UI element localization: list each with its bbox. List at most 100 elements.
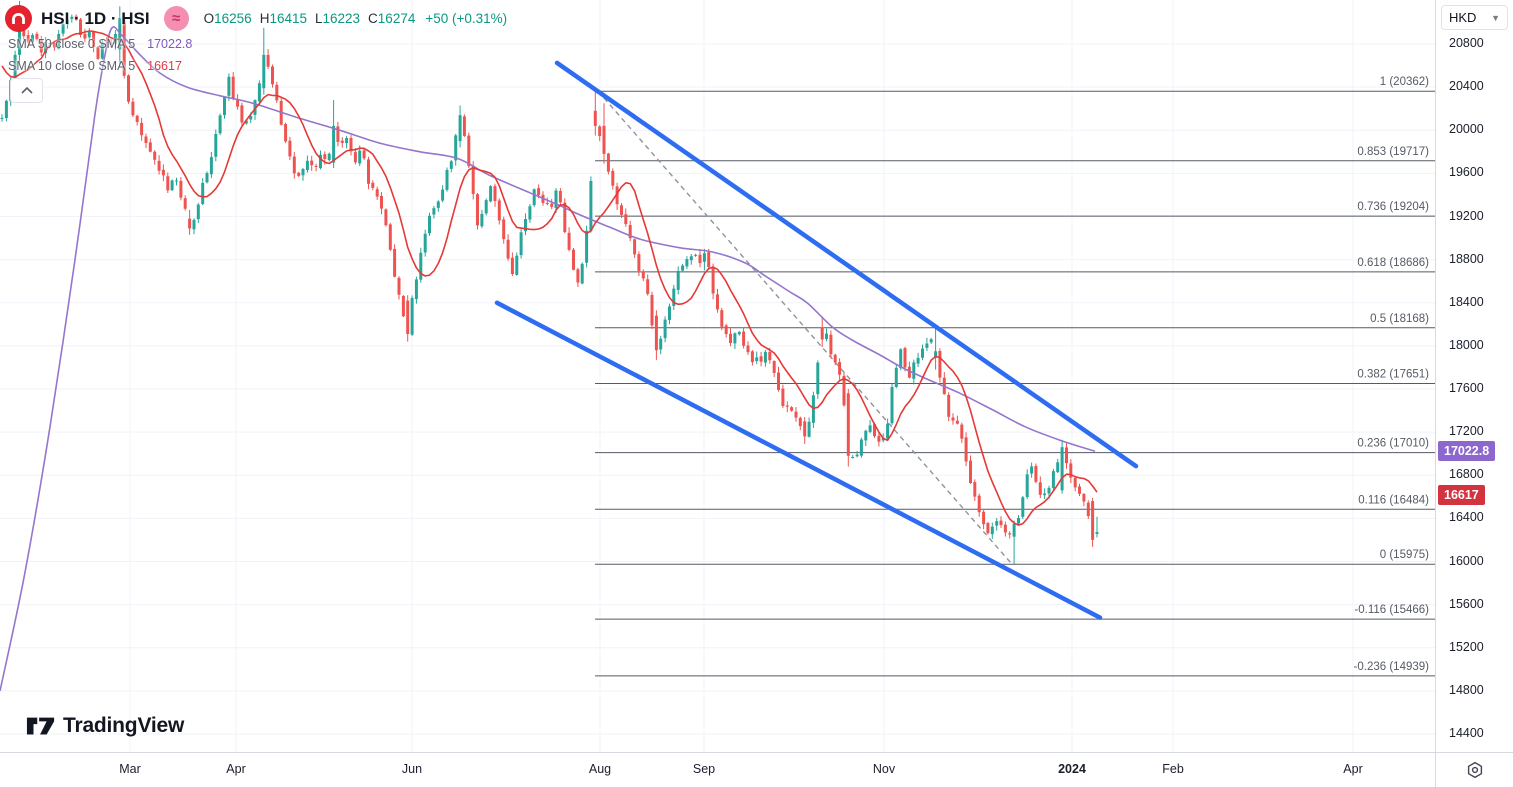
candle-body (859, 439, 863, 456)
fib-level-label: 0.236 (17010) (1357, 438, 1429, 450)
candle-body (1017, 518, 1020, 524)
candle-body (833, 354, 837, 363)
candle-body (297, 172, 301, 176)
candle-body (1038, 482, 1042, 495)
candle-body (977, 495, 981, 513)
open-label: O (203, 11, 215, 26)
channel-lower-line[interactable] (494, 300, 1103, 620)
candle-body (576, 269, 580, 283)
candle-body (890, 387, 894, 424)
currency-dropdown[interactable]: HKD ▼ (1441, 5, 1508, 30)
candle-body (449, 161, 453, 169)
candle-body (410, 297, 414, 335)
candle-body (196, 204, 200, 220)
time-tick-label[interactable]: Mar (119, 762, 141, 776)
candle-body (323, 154, 327, 159)
candle-body (244, 120, 248, 124)
candle-body (842, 375, 846, 406)
candle-body (641, 271, 645, 279)
candle-body (510, 257, 514, 274)
candle-body (886, 423, 890, 439)
candle-body (702, 253, 706, 262)
candle-body (615, 186, 619, 205)
time-tick-label[interactable]: Sep (692, 762, 716, 776)
candle-body (1065, 447, 1068, 464)
time-axis[interactable]: Mar Apr Jun Aug Sep Nov 2024 Feb Apr (0, 753, 1435, 787)
time-axis-divider (0, 752, 1513, 753)
candle-body (332, 125, 336, 163)
candle-body (65, 19, 69, 25)
low-label: L (314, 11, 323, 26)
tradingview-watermark[interactable]: TradingView (26, 713, 184, 739)
indicator-price-badge: 17022.8 (1438, 441, 1496, 462)
candle-body (340, 140, 344, 143)
price-tick-label: 17600 (1449, 381, 1484, 395)
time-tick-label[interactable]: Apr (226, 762, 246, 776)
price-axis[interactable]: 20800 20400 20000 19600 19200 18800 18400 18000… (1436, 0, 1513, 752)
time-tick-label[interactable]: Nov (872, 762, 896, 776)
candle-body (223, 96, 226, 116)
candle-body (48, 43, 52, 44)
candle-body (1034, 466, 1038, 482)
candle-body (716, 294, 719, 310)
channel-upper-line[interactable] (554, 60, 1139, 469)
fib-level-label: 0.116 (16484) (1358, 494, 1429, 506)
indicator-row-sma50[interactable]: SMA 50 close 0 SMA 5 17022.8 (8, 37, 192, 51)
candle-body (894, 367, 898, 387)
candle-body (606, 153, 610, 172)
candle-body (218, 115, 222, 134)
candle-body (951, 417, 955, 421)
candle-body (620, 205, 623, 215)
symbol-logo-icon (5, 5, 32, 32)
candle-body (681, 265, 685, 271)
candle-body (820, 327, 824, 340)
close-value: 16274 (377, 11, 416, 26)
candle-body (737, 332, 741, 335)
sma10-line[interactable] (1, 30, 1098, 526)
candle-body (1091, 501, 1095, 540)
chart-canvas[interactable]: 1 (20362) 0.853 (19717) 0.736 (19204) 0.618… (0, 0, 1435, 752)
fib-level-label: 0.382 (17651) (1357, 369, 1429, 381)
candle-body (1012, 523, 1016, 537)
candle-body (755, 357, 759, 362)
candle-body (122, 18, 126, 76)
candle-body (646, 279, 650, 294)
fib-trend-dashed-line[interactable] (597, 90, 1013, 565)
sma50-line[interactable] (0, 26, 1096, 692)
candle-body (881, 438, 885, 441)
candle-body (170, 180, 174, 191)
candle-body (912, 362, 916, 379)
candle-body (349, 137, 353, 152)
gear-icon[interactable] (1465, 760, 1485, 780)
legend-collapse-button[interactable] (10, 78, 43, 103)
time-tick-label[interactable]: Aug (588, 762, 612, 776)
candle-body (868, 425, 872, 432)
candle-body (380, 196, 383, 209)
ohlc-readout: O16256 H16415 L16223 C16274 +50 (+0.31%) (204, 11, 508, 26)
candle-body (384, 209, 388, 226)
candle-body (750, 351, 754, 363)
candle-body (401, 296, 405, 317)
indicator-row-sma10[interactable]: SMA 10 close 0 SMA 5 16617 (8, 59, 182, 73)
candle-body (131, 101, 135, 116)
time-tick-label[interactable]: Jun (401, 762, 423, 776)
candle-body (1047, 487, 1051, 494)
candle-body (1025, 474, 1029, 497)
candle-body (537, 188, 541, 196)
candle-body (497, 200, 501, 221)
time-tick-label[interactable]: Feb (1162, 762, 1184, 776)
chevron-up-icon (20, 87, 33, 94)
symbol-title[interactable]: HSI · 1D · HSI (41, 8, 150, 28)
candle-body (4, 100, 8, 118)
candle-body (1073, 478, 1077, 488)
candle-body (654, 315, 658, 351)
low-value: 16223 (322, 11, 361, 26)
time-tick-label[interactable]: 2024 (1058, 762, 1086, 776)
marker-icon[interactable]: ≈ (163, 6, 189, 31)
candle-body (676, 270, 680, 290)
time-tick-label[interactable]: Apr (1343, 762, 1363, 776)
candle-body (436, 201, 440, 208)
candle-body (74, 15, 78, 20)
candle-body (969, 460, 972, 483)
candle-body (1056, 462, 1060, 473)
